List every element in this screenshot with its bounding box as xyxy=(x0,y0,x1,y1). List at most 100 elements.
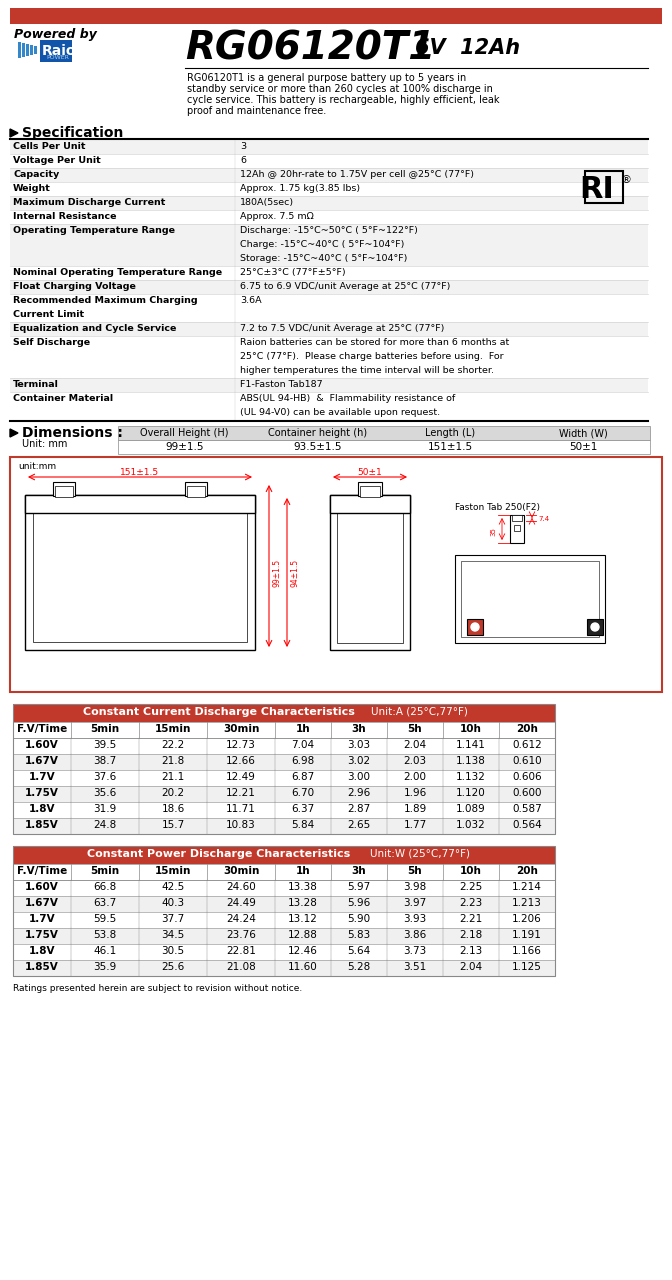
Text: 24.49: 24.49 xyxy=(226,899,256,908)
Text: Powered by: Powered by xyxy=(14,28,97,41)
Text: 5.83: 5.83 xyxy=(347,931,371,940)
Text: 7.4: 7.4 xyxy=(538,516,549,522)
Bar xyxy=(13,754,555,771)
Text: 6V  12Ah: 6V 12Ah xyxy=(415,38,520,58)
Bar xyxy=(13,960,555,975)
Text: ABS(UL 94-HB)  &  Flammability resistance of: ABS(UL 94-HB) & Flammability resistance … xyxy=(240,394,455,403)
Text: 63.7: 63.7 xyxy=(93,899,117,908)
Bar xyxy=(13,771,555,786)
Text: 50±1: 50±1 xyxy=(358,468,382,477)
Text: 37.7: 37.7 xyxy=(161,914,185,924)
Text: 35.9: 35.9 xyxy=(93,963,117,972)
Text: 34.5: 34.5 xyxy=(161,931,185,940)
Text: 11.71: 11.71 xyxy=(226,804,256,814)
Text: 2.03: 2.03 xyxy=(403,756,427,765)
Text: 1.191: 1.191 xyxy=(512,931,542,940)
Text: 0.564: 0.564 xyxy=(512,820,542,829)
Text: Recommended Maximum Charging: Recommended Maximum Charging xyxy=(13,296,198,305)
Bar xyxy=(55,486,73,497)
Text: 30min: 30min xyxy=(223,724,259,733)
Text: 10h: 10h xyxy=(460,724,482,733)
Text: (UL 94-V0) can be available upon request.: (UL 94-V0) can be available upon request… xyxy=(240,408,440,417)
Text: F.V/Time: F.V/Time xyxy=(17,867,67,876)
Text: 30min: 30min xyxy=(223,867,259,876)
Text: 1.67V: 1.67V xyxy=(25,756,59,765)
Text: Dimensions :: Dimensions : xyxy=(22,426,123,440)
Bar xyxy=(10,168,648,182)
Text: 1.60V: 1.60V xyxy=(25,740,59,750)
Text: Length (L): Length (L) xyxy=(425,428,476,438)
Text: 3.6A: 3.6A xyxy=(240,296,261,305)
Text: 1.85V: 1.85V xyxy=(25,963,59,972)
Text: 1.089: 1.089 xyxy=(456,804,486,814)
Bar xyxy=(13,739,555,754)
Text: POWER: POWER xyxy=(46,55,69,60)
Text: 15.7: 15.7 xyxy=(161,820,185,829)
Bar xyxy=(587,620,603,635)
Text: Self Discharge: Self Discharge xyxy=(13,338,90,347)
Text: 3.73: 3.73 xyxy=(403,946,427,956)
Text: 2.18: 2.18 xyxy=(460,931,482,940)
Text: 22.81: 22.81 xyxy=(226,946,256,956)
Text: F.V/Time: F.V/Time xyxy=(17,724,67,733)
Bar xyxy=(13,803,555,818)
Text: 20.2: 20.2 xyxy=(161,788,185,797)
Text: 1.77: 1.77 xyxy=(403,820,427,829)
Text: 1.75V: 1.75V xyxy=(25,788,59,797)
Circle shape xyxy=(591,623,599,631)
Text: 46.1: 46.1 xyxy=(93,946,117,956)
Text: 0.606: 0.606 xyxy=(512,772,542,782)
Text: 3.93: 3.93 xyxy=(403,914,427,924)
Text: 1.141: 1.141 xyxy=(456,740,486,750)
Bar xyxy=(10,378,648,392)
Bar xyxy=(34,46,37,54)
Bar xyxy=(10,280,648,294)
Text: 12Ah @ 20hr-rate to 1.75V per cell @25°C (77°F): 12Ah @ 20hr-rate to 1.75V per cell @25°C… xyxy=(240,170,474,179)
Bar xyxy=(10,457,662,692)
Text: 24.8: 24.8 xyxy=(93,820,117,829)
Text: 53.8: 53.8 xyxy=(93,931,117,940)
Text: 39.5: 39.5 xyxy=(93,740,117,750)
Text: 30.5: 30.5 xyxy=(161,946,185,956)
Text: 13.12: 13.12 xyxy=(288,914,318,924)
Text: Voltage Per Unit: Voltage Per Unit xyxy=(13,156,101,165)
Text: 13.38: 13.38 xyxy=(288,882,318,892)
Bar xyxy=(467,620,483,635)
Bar xyxy=(510,515,524,543)
Text: 3.86: 3.86 xyxy=(403,931,427,940)
Bar xyxy=(13,704,555,722)
Text: 1.8V: 1.8V xyxy=(29,804,55,814)
Text: Storage: -15°C~40°C ( 5°F~104°F): Storage: -15°C~40°C ( 5°F~104°F) xyxy=(240,253,407,262)
Text: 3: 3 xyxy=(240,142,246,151)
Bar xyxy=(10,210,648,224)
Text: Constant Power Discharge Characteristics: Constant Power Discharge Characteristics xyxy=(87,849,351,859)
Text: Overall Height (H): Overall Height (H) xyxy=(140,428,228,438)
Text: 1.89: 1.89 xyxy=(403,804,427,814)
Text: 1.032: 1.032 xyxy=(456,820,486,829)
Bar xyxy=(10,140,648,154)
Text: 12.88: 12.88 xyxy=(288,931,318,940)
Text: Ratings presented herein are subject to revision without notice.: Ratings presented herein are subject to … xyxy=(13,984,302,993)
Text: 5.84: 5.84 xyxy=(292,820,314,829)
Text: 1.214: 1.214 xyxy=(512,882,542,892)
Text: 3h: 3h xyxy=(351,724,366,733)
Text: Raion batteries can be stored for more than 6 months at: Raion batteries can be stored for more t… xyxy=(240,338,509,347)
Bar xyxy=(10,154,648,168)
Text: 5.28: 5.28 xyxy=(347,963,371,972)
Text: 3.00: 3.00 xyxy=(347,772,370,782)
Text: Internal Resistance: Internal Resistance xyxy=(13,212,116,221)
Text: 10h: 10h xyxy=(460,867,482,876)
Text: 3.02: 3.02 xyxy=(347,756,370,765)
Text: 1h: 1h xyxy=(296,867,310,876)
Text: Constant Current Discharge Characteristics: Constant Current Discharge Characteristi… xyxy=(83,707,355,717)
Text: 151±1.5: 151±1.5 xyxy=(428,442,473,452)
Text: Faston Tab 250(F2): Faston Tab 250(F2) xyxy=(455,503,540,512)
Text: Equalization and Cycle Service: Equalization and Cycle Service xyxy=(13,324,176,333)
Bar xyxy=(360,486,380,497)
Text: 1.75V: 1.75V xyxy=(25,931,59,940)
Text: 1.8V: 1.8V xyxy=(29,946,55,956)
Text: 6.70: 6.70 xyxy=(292,788,314,797)
Text: Unit: mm: Unit: mm xyxy=(22,439,67,449)
Text: 5h: 5h xyxy=(408,724,422,733)
Text: 6.98: 6.98 xyxy=(292,756,314,765)
